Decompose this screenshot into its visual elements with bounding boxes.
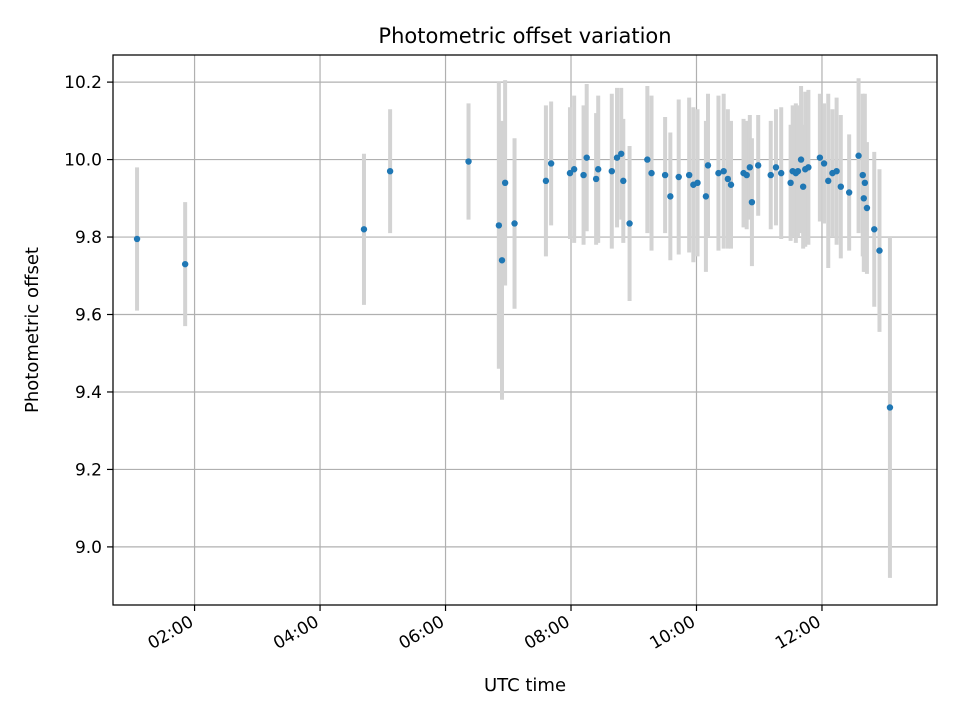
- data-point: [855, 152, 862, 159]
- data-point: [777, 169, 785, 177]
- data-point: [547, 160, 555, 167]
- data-point: [833, 167, 840, 175]
- data-point: [675, 173, 682, 181]
- data-point: [724, 175, 732, 183]
- data-point: [805, 164, 812, 171]
- y-tick-label: 9.0: [75, 538, 102, 558]
- data-point: [886, 404, 894, 411]
- data-point: [859, 171, 866, 179]
- data-point: [685, 171, 693, 179]
- data-point: [837, 183, 844, 190]
- data-point: [667, 193, 674, 200]
- data-point: [542, 177, 550, 185]
- data-point: [501, 179, 509, 187]
- data-point: [498, 257, 506, 264]
- data-point: [863, 204, 871, 212]
- data-point: [133, 235, 141, 243]
- data-point: [797, 156, 805, 163]
- chart-title: Photometric offset variation: [378, 24, 671, 48]
- y-axis-ticks: 9.0 9.2 9.4 9.6 9.8 10.0 10.2: [64, 73, 113, 558]
- data-point: [871, 226, 878, 233]
- data-point: [694, 179, 701, 187]
- data-point: [580, 171, 587, 179]
- data-point: [626, 220, 633, 227]
- data-point: [746, 164, 754, 171]
- data-point: [704, 162, 712, 169]
- data-point: [661, 171, 669, 179]
- y-tick-label: 10.0: [64, 151, 102, 171]
- data-point: [594, 166, 602, 173]
- data-point: [648, 169, 655, 177]
- data-point: [767, 171, 774, 179]
- data-point: [583, 154, 590, 161]
- data-point: [772, 164, 780, 171]
- data-point: [570, 166, 578, 173]
- y-tick-label: 9.2: [75, 460, 102, 480]
- data-point: [799, 183, 807, 190]
- data-point: [727, 181, 735, 188]
- data-point: [608, 167, 615, 175]
- y-tick-label: 9.8: [75, 228, 102, 248]
- y-tick-label: 10.2: [64, 73, 102, 93]
- data-point: [845, 189, 853, 196]
- data-point: [825, 177, 832, 185]
- data-point: [613, 154, 621, 161]
- data-point: [743, 171, 750, 179]
- data-point: [861, 179, 869, 187]
- data-points: [133, 150, 894, 411]
- data-point: [360, 226, 368, 233]
- data-point: [754, 162, 762, 169]
- data-point: [748, 198, 756, 206]
- y-tick-label: 9.6: [75, 306, 102, 326]
- data-point: [787, 179, 794, 187]
- plot-frame: [112, 54, 938, 606]
- data-point: [860, 195, 868, 202]
- data-point: [181, 260, 189, 268]
- data-point: [511, 220, 518, 227]
- data-point: [566, 169, 574, 177]
- data-point: [386, 167, 394, 175]
- data-point: [876, 247, 883, 254]
- data-point: [644, 156, 651, 163]
- data-point: [618, 150, 625, 157]
- data-point: [820, 160, 828, 167]
- y-axis-label: Photometric offset: [22, 247, 43, 413]
- data-point: [702, 193, 710, 200]
- y-tick-label: 9.4: [75, 383, 102, 403]
- data-point: [465, 158, 472, 165]
- data-point: [715, 169, 722, 177]
- data-point: [620, 177, 627, 185]
- grid-lines: [113, 55, 937, 605]
- data-point: [592, 175, 600, 183]
- data-point: [720, 167, 727, 175]
- data-point: [794, 167, 802, 175]
- x-axis-label: UTC time: [484, 675, 566, 696]
- data-point: [816, 154, 824, 161]
- data-point: [495, 222, 503, 229]
